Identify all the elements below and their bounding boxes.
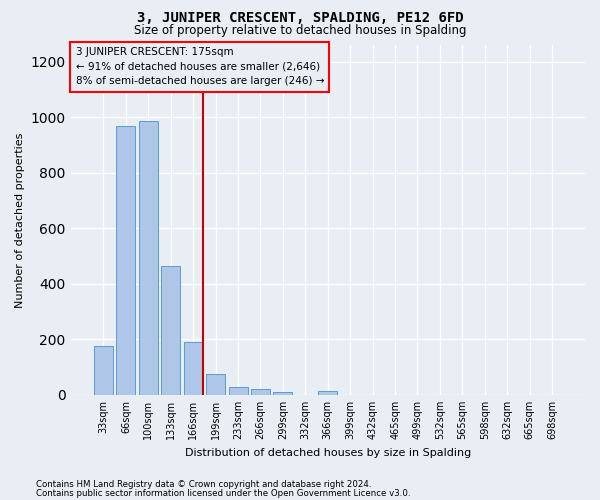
Text: Contains public sector information licensed under the Open Government Licence v3: Contains public sector information licen… [36, 488, 410, 498]
Bar [274, 392, 292, 395]
Bar [229, 387, 248, 395]
Bar [139, 122, 158, 395]
Bar [94, 346, 113, 395]
X-axis label: Distribution of detached houses by size in Spalding: Distribution of detached houses by size … [185, 448, 471, 458]
Text: 3 JUNIPER CRESCENT: 175sqm
← 91% of detached houses are smaller (2,646)
8% of se: 3 JUNIPER CRESCENT: 175sqm ← 91% of deta… [76, 46, 324, 86]
Text: Size of property relative to detached houses in Spalding: Size of property relative to detached ho… [134, 24, 466, 37]
Bar [161, 266, 180, 395]
Bar [318, 392, 337, 395]
Bar [206, 374, 225, 395]
Y-axis label: Number of detached properties: Number of detached properties [15, 132, 25, 308]
Text: 3, JUNIPER CRESCENT, SPALDING, PE12 6FD: 3, JUNIPER CRESCENT, SPALDING, PE12 6FD [137, 12, 463, 26]
Text: Contains HM Land Registry data © Crown copyright and database right 2024.: Contains HM Land Registry data © Crown c… [36, 480, 371, 489]
Bar [184, 342, 203, 395]
Bar [251, 389, 270, 395]
Bar [116, 126, 136, 395]
